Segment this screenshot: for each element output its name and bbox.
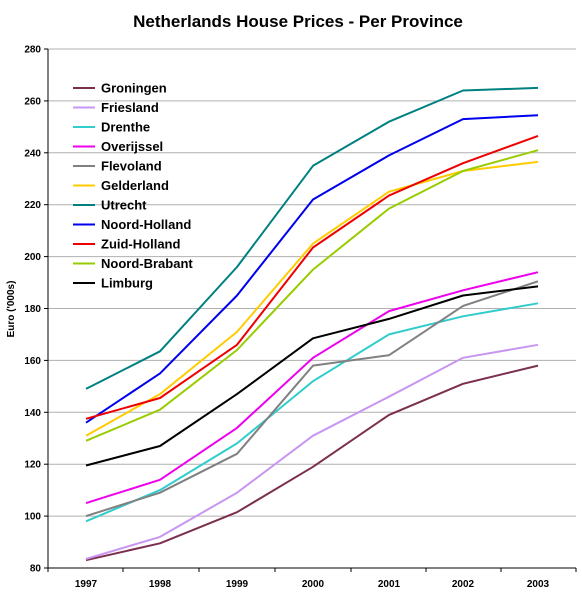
x-tick-label: 1997 xyxy=(75,579,98,590)
series-line-gelderland xyxy=(85,160,539,437)
y-tick-labels: 80 100 120 140 160 180 200 220 240 260 280 xyxy=(24,45,48,575)
gridlines xyxy=(48,48,576,517)
series-line-zuid-holland xyxy=(85,134,539,420)
y-tick-label: 220 xyxy=(24,200,41,211)
y-tick-label: 280 xyxy=(24,45,41,56)
x-tick-labels: 1997 1998 1999 2000 2001 2002 2003 xyxy=(47,568,577,590)
x-tick-label: 1998 xyxy=(149,579,172,590)
series-line-limburg xyxy=(85,285,539,467)
y-tick-label: 260 xyxy=(24,96,41,107)
legend-label-drenthe: Drenthe xyxy=(101,120,150,135)
x-tick-label: 2001 xyxy=(378,579,401,590)
legend-label-noord-brabant: Noord-Brabant xyxy=(101,256,193,271)
series-line-drenthe xyxy=(85,302,539,523)
legend-label-limburg: Limburg xyxy=(101,276,153,291)
legend-label-friesland: Friesland xyxy=(101,100,159,115)
chart-title: Netherlands House Prices - Per Province xyxy=(133,12,463,31)
x-tick-label: 2002 xyxy=(452,579,475,590)
x-tick-label: 2000 xyxy=(302,579,325,590)
y-tick-label: 160 xyxy=(24,356,41,367)
series-line-flevoland xyxy=(85,280,539,518)
y-tick-label: 200 xyxy=(24,252,41,263)
series-line-friesland xyxy=(85,343,539,560)
series-line-overijssel xyxy=(85,271,539,505)
legend: Groningen Friesland Drenthe Overijssel Flevo… xyxy=(73,81,193,291)
legend-label-utrecht: Utrecht xyxy=(101,198,147,213)
series-line-noord-brabant xyxy=(85,149,539,442)
y-tick-label: 180 xyxy=(24,304,41,315)
legend-label-flevoland: Flevoland xyxy=(101,159,162,174)
series-lines xyxy=(85,86,539,562)
y-tick-label: 240 xyxy=(24,148,41,159)
legend-label-overijssel: Overijssel xyxy=(101,139,163,154)
series-line-noord-holland xyxy=(85,114,539,424)
y-tick-label: 120 xyxy=(24,460,41,471)
x-tick-label: 2003 xyxy=(527,579,550,590)
x-tick-label: 1999 xyxy=(226,579,249,590)
legend-label-zuid-holland: Zuid-Holland xyxy=(101,237,180,252)
legend-label-gelderland: Gelderland xyxy=(101,178,169,193)
series-line-utrecht xyxy=(85,86,539,390)
legend-label-groningen: Groningen xyxy=(101,81,167,96)
y-axis-title: Euro ('000s) xyxy=(6,281,17,338)
series-line-groningen xyxy=(85,364,539,562)
legend-label-noord-holland: Noord-Holland xyxy=(101,217,191,232)
y-tick-label: 140 xyxy=(24,408,41,419)
y-tick-label: 100 xyxy=(24,512,41,523)
y-tick-label: 80 xyxy=(30,564,42,575)
